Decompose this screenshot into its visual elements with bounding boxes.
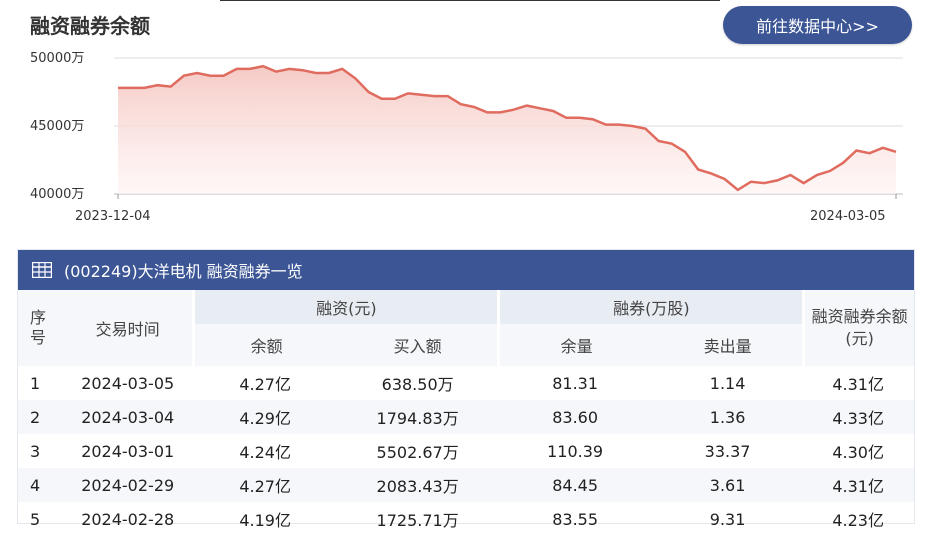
cell-date: 2024-02-29 <box>62 468 193 502</box>
col-header-securities: 融券(万股) <box>497 290 803 324</box>
cell-total: 4.31亿 <box>802 468 914 502</box>
cell-date: 2024-03-01 <box>81 441 175 461</box>
cell-sec-sell: 3.61 <box>652 468 803 502</box>
y-tick-label: 45000万 <box>30 119 84 134</box>
cell-fin-balance: 4.24亿 <box>239 443 291 462</box>
cell-total: 4.30亿 <box>832 443 884 462</box>
cell-total: 4.31亿 <box>832 375 884 394</box>
y-tick-label: 40000万 <box>30 187 84 202</box>
cell-seq: 5 <box>30 509 41 529</box>
panel-header: (002249)大洋电机 融资融券一览 <box>18 250 914 290</box>
cell-date: 2024-02-28 <box>81 509 175 529</box>
x-tick-label: 2024-03-05 <box>810 209 886 224</box>
cell-date: 2024-03-04 <box>62 400 193 434</box>
x-tick-label: 2023-12-04 <box>75 209 151 224</box>
cell-fin-balance: 4.27亿 <box>192 468 338 502</box>
col-header-total: 融资融券余额(元) <box>802 290 914 366</box>
cell-sec-sell: 1.36 <box>652 400 803 434</box>
chart-series-line <box>118 64 897 192</box>
chart-area-fill <box>118 66 896 194</box>
table-row: 5 2024-02-28 4.19亿 1725.71万 83.55 9.31 4… <box>18 502 914 536</box>
cell-seq: 2 <box>18 400 63 434</box>
col-header-fin-balance: 余额 <box>192 324 338 366</box>
table-row: 1 2024-03-05 4.27亿 638.50万 81.31 1.14 4.… <box>18 366 914 400</box>
cell-fin-balance: 4.19亿 <box>239 511 291 530</box>
top-border-line <box>220 0 720 1</box>
cell-sec-balance: 84.45 <box>497 468 653 502</box>
y-tick-label: 50000万 <box>30 51 84 66</box>
cell-sec-sell: 1.14 <box>709 373 746 393</box>
cell-fin-buy: 1725.71万 <box>376 511 459 530</box>
col-header-financing: 融资(元) <box>192 290 498 324</box>
cell-date: 2024-03-05 <box>81 373 175 393</box>
goto-data-center-button[interactable]: 前往数据中心>> <box>723 6 912 44</box>
cell-sec-balance: 81.31 <box>552 373 599 393</box>
cell-fin-buy: 638.50万 <box>381 375 454 394</box>
cell-sec-balance: 110.39 <box>547 441 604 461</box>
cell-fin-balance: 4.29亿 <box>192 400 338 434</box>
cell-total: 4.23亿 <box>832 511 884 530</box>
margin-balance-chart: 50000万 45000万 40000万 2023-12-04 2024-03-05 <box>30 51 903 224</box>
cell-sec-sell: 33.37 <box>704 441 751 461</box>
cell-sec-balance: 83.60 <box>497 400 653 434</box>
cell-sec-sell: 9.31 <box>709 509 746 529</box>
cell-seq: 3 <box>30 441 41 461</box>
col-header-date: 交易时间 <box>62 290 193 366</box>
cell-fin-balance: 4.27亿 <box>239 375 291 394</box>
panel-title: (002249)大洋电机 融资融券一览 <box>64 262 303 281</box>
col-header-sec-sell: 卖出量 <box>652 324 803 366</box>
cell-sec-balance: 83.55 <box>552 509 599 529</box>
cell-seq: 1 <box>30 373 41 393</box>
margin-table: 序号 交易时间 融资(元) 融券(万股) 融资融券余额(元) 余额 买入额 余量… <box>18 290 914 536</box>
cell-total: 4.33亿 <box>802 400 914 434</box>
cell-seq: 4 <box>18 468 63 502</box>
page-title: 融资融券余额 <box>30 14 150 38</box>
cell-fin-buy: 1794.83万 <box>337 400 498 434</box>
table-row: 3 2024-03-01 4.24亿 5502.67万 110.39 33.37… <box>18 434 914 468</box>
cell-fin-buy: 2083.43万 <box>337 468 498 502</box>
margin-table-panel: (002249)大洋电机 融资融券一览 序号 交易时间 融资(元) 融券(万股)… <box>17 249 915 530</box>
col-header-fin-buy: 买入额 <box>337 324 498 366</box>
cell-fin-buy: 5502.67万 <box>376 443 459 462</box>
col-header-seq: 序号 <box>18 290 63 366</box>
table-row: 2 2024-03-04 4.29亿 1794.83万 83.60 1.36 4… <box>18 400 914 434</box>
col-header-sec-balance: 余量 <box>497 324 653 366</box>
table-row: 4 2024-02-29 4.27亿 2083.43万 84.45 3.61 4… <box>18 468 914 502</box>
table-grid-icon <box>32 262 52 278</box>
